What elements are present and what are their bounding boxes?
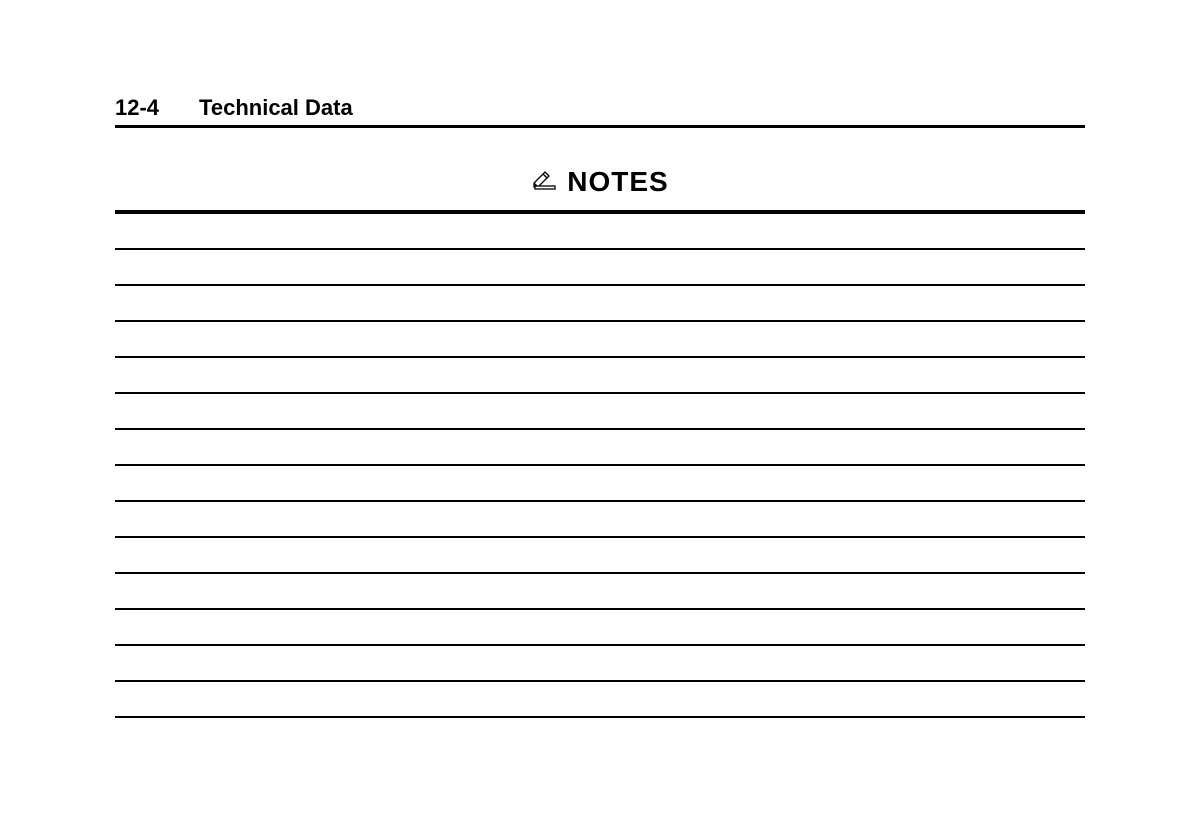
- note-line: [115, 538, 1085, 574]
- notes-lines-area: [115, 210, 1085, 718]
- note-line: [115, 322, 1085, 358]
- note-line: [115, 214, 1085, 250]
- notes-header: NOTES: [115, 166, 1085, 198]
- page-number: 12-4: [115, 95, 159, 121]
- note-line: [115, 682, 1085, 718]
- note-line: [115, 502, 1085, 538]
- section-title: Technical Data: [199, 95, 353, 121]
- notes-title: NOTES: [567, 166, 668, 198]
- note-line: [115, 610, 1085, 646]
- note-line: [115, 430, 1085, 466]
- note-line: [115, 250, 1085, 286]
- note-line: [115, 394, 1085, 430]
- note-line: [115, 574, 1085, 610]
- note-line: [115, 646, 1085, 682]
- page-container: 12-4 Technical Data NOTES: [0, 0, 1200, 778]
- pencil-write-icon: [531, 169, 557, 196]
- note-line: [115, 286, 1085, 322]
- note-line: [115, 466, 1085, 502]
- note-line: [115, 358, 1085, 394]
- page-header: 12-4 Technical Data: [115, 95, 1085, 128]
